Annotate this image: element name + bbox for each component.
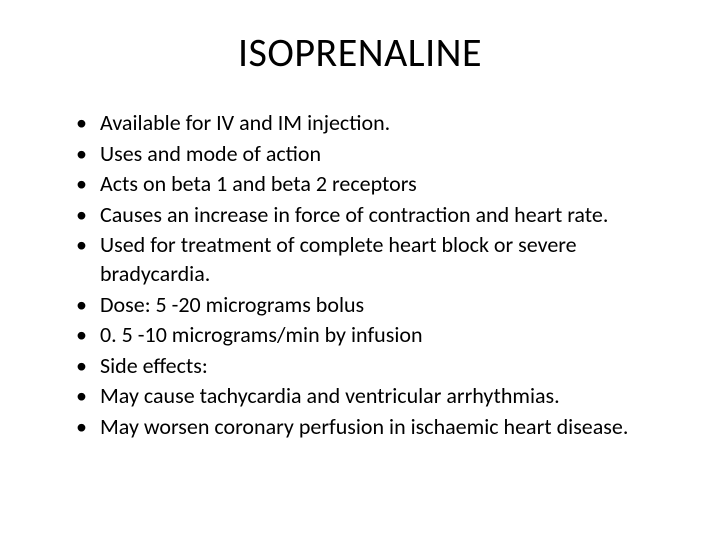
bullet-list: Available for IV and IM injection. Uses … bbox=[48, 109, 672, 442]
list-item: Uses and mode of action bbox=[76, 140, 672, 169]
list-item: May worsen coronary perfusion in ischaem… bbox=[76, 413, 672, 442]
list-item: Used for treatment of complete heart blo… bbox=[76, 231, 672, 288]
list-item: Dose: 5 -20 micrograms bolus bbox=[76, 291, 672, 320]
list-item: May cause tachycardia and ventricular ar… bbox=[76, 382, 672, 411]
list-item: Causes an increase in force of contracti… bbox=[76, 201, 672, 230]
list-item: Available for IV and IM injection. bbox=[76, 109, 672, 138]
list-item: 0. 5 -10 micrograms/min by infusion bbox=[76, 321, 672, 350]
list-item: Acts on beta 1 and beta 2 receptors bbox=[76, 170, 672, 199]
slide-title: ISOPRENALINE bbox=[48, 28, 672, 77]
list-item: Side effects: bbox=[76, 352, 672, 381]
slide-container: ISOPRENALINE Available for IV and IM inj… bbox=[0, 0, 720, 540]
